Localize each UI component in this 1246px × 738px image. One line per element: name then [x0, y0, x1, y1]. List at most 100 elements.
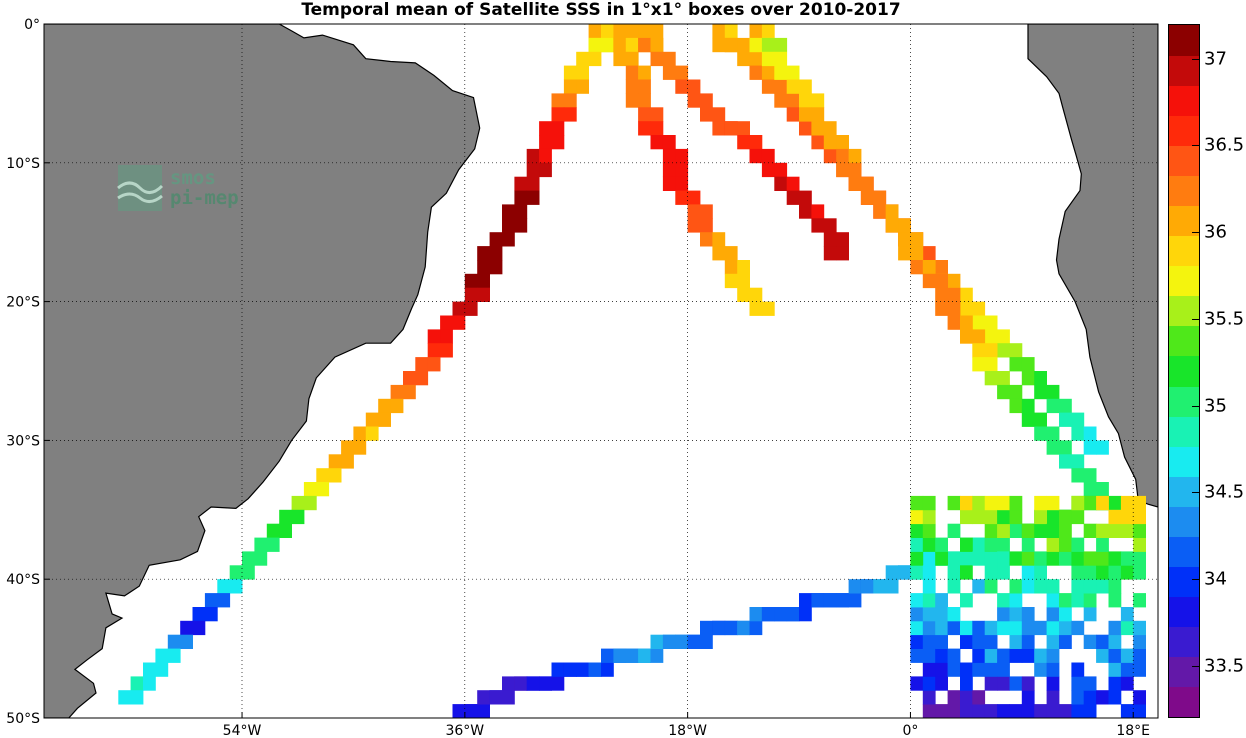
- sss-cell: [539, 121, 552, 136]
- sss-cell: [254, 537, 268, 552]
- sss-cell: [1021, 412, 1035, 427]
- sss-cell: [1034, 565, 1047, 580]
- sss-cell: [1108, 565, 1122, 580]
- sss-cell: [1046, 593, 1060, 608]
- sss-cell: [885, 565, 899, 580]
- sss-cell: [799, 593, 812, 608]
- sss-cell: [761, 301, 775, 316]
- sss-cell: [1046, 579, 1060, 594]
- sss-cell: [972, 315, 986, 330]
- sss-cell: [737, 51, 750, 67]
- sss-cell: [440, 315, 453, 330]
- sss-cell: [477, 704, 490, 718]
- sss-cell: [1083, 523, 1097, 538]
- colorbar-segment: [1169, 566, 1199, 598]
- colorbar-tick-label: 35.5: [1204, 308, 1245, 330]
- sss-cell: [291, 509, 305, 525]
- sss-cell: [811, 135, 825, 150]
- sss-cell: [922, 690, 936, 705]
- sss-cell: [130, 676, 144, 691]
- sss-cell: [960, 495, 973, 511]
- sss-cell: [390, 398, 404, 414]
- sss-cell: [823, 246, 837, 261]
- sss-cell: [229, 565, 243, 580]
- sss-cell: [1133, 523, 1146, 538]
- sss-cell: [650, 51, 664, 67]
- sss-cell: [1059, 551, 1072, 566]
- sss-cell: [947, 607, 961, 622]
- sss-cell: [947, 495, 961, 511]
- sss-cell: [700, 218, 713, 233]
- sss-cell: [1096, 440, 1109, 455]
- sss-cell: [823, 121, 837, 136]
- sss-cell: [737, 273, 750, 289]
- sss-cell: [1059, 440, 1072, 455]
- sss-cell: [341, 440, 354, 455]
- sss-cell: [749, 301, 763, 316]
- sss-cell: [1120, 662, 1134, 677]
- sss-cell: [922, 648, 936, 663]
- sss-cell: [786, 93, 800, 108]
- sss-cell: [997, 607, 1010, 622]
- sss-cell: [1133, 648, 1146, 663]
- sss-cell: [526, 148, 540, 164]
- sss-cell: [724, 260, 738, 275]
- sss-cell: [848, 176, 862, 191]
- sss-cell: [1083, 704, 1097, 718]
- y-tick-label: 50°S: [6, 711, 40, 727]
- sss-cell: [662, 148, 676, 164]
- sss-cell: [155, 648, 169, 663]
- sss-cell: [749, 65, 763, 80]
- sss-cell: [712, 24, 726, 39]
- sss-cell: [489, 246, 503, 261]
- logo-text-pimep: pi-mep: [170, 187, 239, 209]
- y-tick-label: 10°S: [6, 156, 40, 172]
- colorbar-segment: [1169, 325, 1199, 357]
- colorbar-segment: [1169, 386, 1199, 417]
- sss-cell: [539, 162, 552, 178]
- colorbar-segment: [1169, 115, 1199, 146]
- sss-cell: [972, 620, 986, 636]
- sss-cell: [836, 593, 849, 608]
- sss-cell: [440, 343, 453, 358]
- sss-cell: [922, 523, 936, 538]
- x-tick-label: 36°W: [445, 723, 484, 738]
- sss-cell: [997, 343, 1010, 358]
- sss-cell: [935, 662, 948, 677]
- sss-cell: [1083, 551, 1097, 566]
- sss-cell: [1009, 676, 1023, 691]
- sss-cell: [836, 135, 849, 150]
- sss-cell: [1108, 509, 1122, 525]
- sss-cell: [799, 204, 812, 219]
- sss-cell: [687, 190, 701, 205]
- sss-cell: [960, 634, 973, 649]
- logo-text-smos: smos: [170, 167, 216, 189]
- colorbar-tick-mark: [1192, 58, 1199, 60]
- sss-cell: [502, 676, 515, 691]
- sss-cell: [1009, 343, 1023, 358]
- sss-cell: [625, 51, 639, 67]
- sss-cell: [539, 148, 552, 164]
- sss-cell: [1034, 662, 1047, 677]
- sss-cell: [712, 232, 726, 247]
- sss-cell: [922, 662, 936, 677]
- sss-cell: [960, 676, 973, 691]
- sss-cells: [118, 24, 1146, 718]
- sss-cell: [1021, 607, 1035, 622]
- sss-cell: [1046, 523, 1060, 538]
- sss-cell: [576, 662, 589, 677]
- sss-cell: [724, 246, 738, 261]
- sss-cell: [1083, 426, 1097, 441]
- sss-cell: [477, 246, 490, 261]
- y-tick-label: 0°: [24, 17, 40, 33]
- colorbar-segment: [1169, 506, 1199, 537]
- sss-cell: [1009, 551, 1023, 566]
- sss-cell: [452, 301, 466, 316]
- y-tick-label: 40°S: [6, 572, 40, 588]
- sss-cell: [984, 315, 998, 330]
- sss-cell: [662, 135, 676, 150]
- sss-cell: [823, 593, 837, 608]
- sss-cell: [984, 579, 998, 594]
- colorbar-segment: [1169, 25, 1199, 56]
